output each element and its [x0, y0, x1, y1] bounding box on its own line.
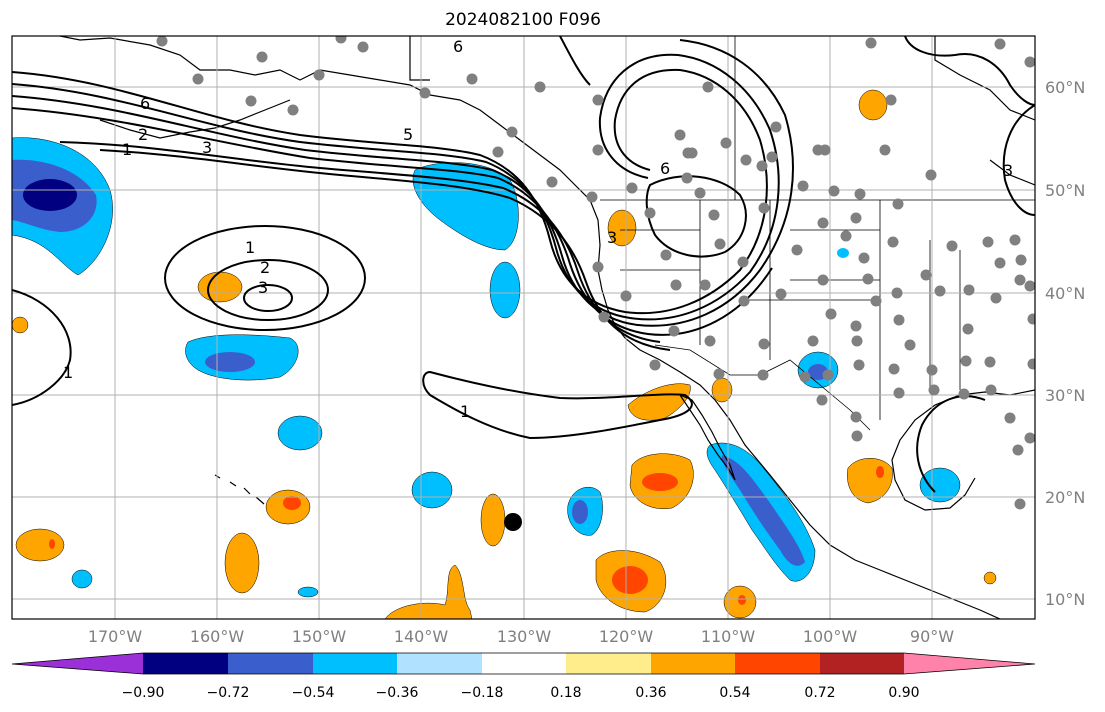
political-borders — [600, 36, 1035, 431]
lat-label: 60°N — [1045, 78, 1085, 97]
contour-label: 5 — [403, 125, 413, 144]
colorbar-segment — [397, 653, 482, 674]
colorbar-tick-label: −0.18 — [461, 685, 504, 701]
colorbar-segment — [228, 653, 313, 674]
colorbar: −0.90 −0.72 −0.54 −0.36 −0.18 0.18 0.36 … — [11, 652, 1036, 701]
lon-label: 160°W — [190, 627, 245, 646]
lon-label: 170°W — [88, 627, 143, 646]
colorbar-tick-label: −0.36 — [376, 685, 419, 701]
colorbar-tick-label: 0.54 — [719, 685, 750, 701]
colorbar-segment — [482, 653, 566, 674]
colorbar-segment — [735, 653, 820, 674]
colorbar-segment — [651, 653, 735, 674]
contour-label: 3 — [1003, 161, 1013, 180]
contour-label: 2 — [260, 258, 270, 277]
colorbar-tick-label: 0.18 — [550, 685, 581, 701]
contour-label: 6 — [453, 37, 463, 56]
colorbar-tick-label: −0.90 — [122, 685, 165, 701]
lon-label: 110°W — [701, 627, 756, 646]
lon-label: 120°W — [599, 627, 654, 646]
lat-label: 50°N — [1045, 181, 1085, 200]
contour-label: 1 — [245, 238, 255, 257]
contour-label: 3 — [202, 138, 212, 157]
contour-label: 1 — [460, 402, 470, 421]
colorbar-tick-label: 0.90 — [888, 685, 919, 701]
contour-labels: 6 6 5 3 2 1 1 2 3 1 1 6 3 3 — [63, 37, 1013, 421]
lon-label: 130°W — [497, 627, 552, 646]
lat-label: 30°N — [1045, 386, 1085, 405]
colorbar-segment — [820, 653, 904, 674]
colorbar-tick-label: 0.72 — [804, 685, 835, 701]
highlight-marker — [504, 513, 522, 531]
colorbar-tick-label: −0.54 — [292, 685, 335, 701]
colorbar-segment — [313, 653, 397, 674]
lat-label: 20°N — [1045, 488, 1085, 507]
station-markers — [156, 36, 1035, 510]
lon-label: 140°W — [394, 627, 449, 646]
colorbar-segment — [566, 653, 651, 674]
lat-label: 10°N — [1045, 590, 1085, 609]
contour-label: 1 — [63, 363, 73, 382]
contour-label: 6 — [140, 94, 150, 113]
longitude-axis: 170°W 160°W 150°W 140°W 130°W 120°W 110°… — [88, 627, 954, 646]
colorbar-extend-low — [12, 653, 143, 674]
colorbar-tick-label: −0.72 — [207, 685, 250, 701]
map-title: 2024082100 F096 — [445, 10, 601, 30]
colorbar-tick-label: 0.36 — [635, 685, 666, 701]
lat-label: 40°N — [1045, 284, 1085, 303]
contour-label: 6 — [660, 159, 670, 178]
contour-label: 2 — [138, 125, 148, 144]
contour-label: 3 — [607, 228, 617, 247]
colorbar-extend-high — [904, 653, 1035, 674]
contour-label: 3 — [258, 278, 268, 297]
lon-label: 90°W — [910, 627, 954, 646]
latitude-axis: 60°N 50°N 40°N 30°N 20°N 10°N — [1045, 78, 1085, 609]
lon-label: 100°W — [803, 627, 858, 646]
contour-label: 1 — [122, 140, 132, 159]
lon-label: 150°W — [292, 627, 347, 646]
colorbar-segment — [143, 653, 228, 674]
map-frame — [11, 35, 1036, 620]
